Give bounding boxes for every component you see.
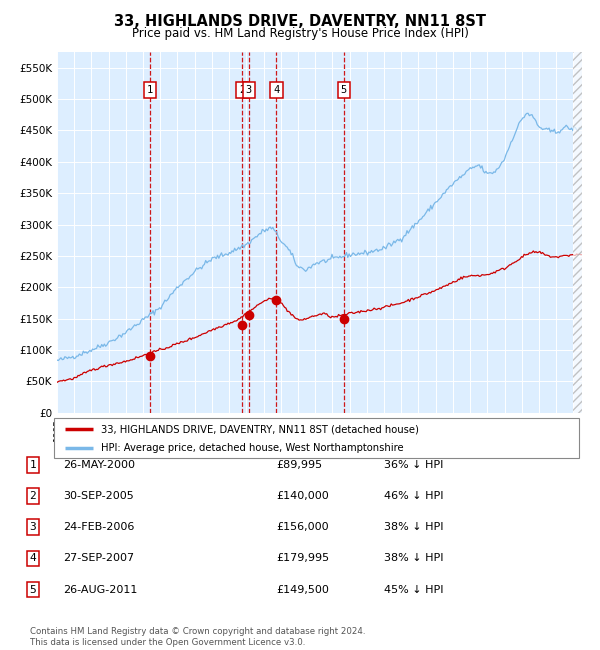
Text: £156,000: £156,000: [276, 522, 329, 532]
Text: 38% ↓ HPI: 38% ↓ HPI: [384, 522, 443, 532]
Text: 5: 5: [29, 584, 37, 595]
Text: 26-MAY-2000: 26-MAY-2000: [63, 460, 135, 470]
Text: Price paid vs. HM Land Registry's House Price Index (HPI): Price paid vs. HM Land Registry's House …: [131, 27, 469, 40]
Text: 30-SEP-2005: 30-SEP-2005: [63, 491, 134, 501]
Text: 33, HIGHLANDS DRIVE, DAVENTRY, NN11 8ST: 33, HIGHLANDS DRIVE, DAVENTRY, NN11 8ST: [114, 14, 486, 29]
Text: 45% ↓ HPI: 45% ↓ HPI: [384, 584, 443, 595]
Text: £149,500: £149,500: [276, 584, 329, 595]
Text: £89,995: £89,995: [276, 460, 322, 470]
Text: 5: 5: [340, 85, 347, 95]
Text: 3: 3: [29, 522, 37, 532]
Text: 38% ↓ HPI: 38% ↓ HPI: [384, 553, 443, 564]
Text: £179,995: £179,995: [276, 553, 329, 564]
Text: 4: 4: [29, 553, 37, 564]
Text: 46% ↓ HPI: 46% ↓ HPI: [384, 491, 443, 501]
Text: 33, HIGHLANDS DRIVE, DAVENTRY, NN11 8ST (detached house): 33, HIGHLANDS DRIVE, DAVENTRY, NN11 8ST …: [101, 424, 419, 434]
Text: 2: 2: [239, 85, 245, 95]
Text: 1: 1: [29, 460, 37, 470]
Text: 36% ↓ HPI: 36% ↓ HPI: [384, 460, 443, 470]
Text: 1: 1: [147, 85, 153, 95]
Text: 4: 4: [274, 85, 280, 95]
Text: £140,000: £140,000: [276, 491, 329, 501]
Text: Contains HM Land Registry data © Crown copyright and database right 2024.
This d: Contains HM Land Registry data © Crown c…: [30, 627, 365, 647]
FancyBboxPatch shape: [54, 418, 579, 458]
Text: 26-AUG-2011: 26-AUG-2011: [63, 584, 137, 595]
Polygon shape: [574, 52, 582, 413]
Text: 27-SEP-2007: 27-SEP-2007: [63, 553, 134, 564]
Text: 3: 3: [246, 85, 252, 95]
Text: 24-FEB-2006: 24-FEB-2006: [63, 522, 134, 532]
Text: 2: 2: [29, 491, 37, 501]
Text: HPI: Average price, detached house, West Northamptonshire: HPI: Average price, detached house, West…: [101, 443, 404, 453]
